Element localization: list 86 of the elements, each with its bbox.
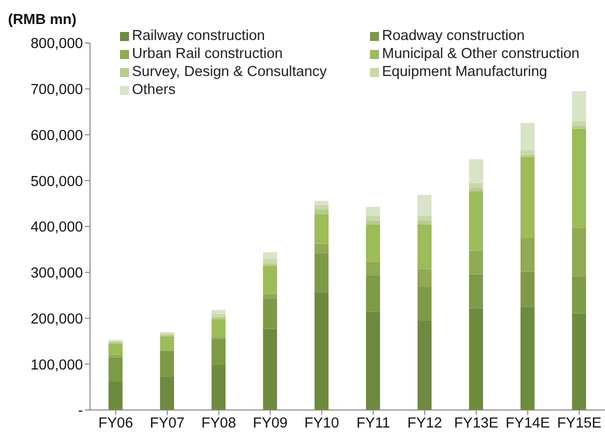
bar: [469, 274, 484, 308]
bar: [366, 224, 380, 262]
bar: [418, 269, 432, 288]
x-tick-label: FY07: [150, 415, 185, 432]
bar: [366, 275, 380, 312]
bar: [469, 159, 484, 183]
bar: [520, 272, 535, 307]
bar: [314, 292, 329, 410]
y-tick-label: 300,000: [30, 266, 83, 282]
bar: [366, 220, 380, 224]
legend-label: Survey, Design & Consultancy: [132, 64, 327, 80]
bar: [572, 120, 586, 126]
bar: [418, 287, 432, 322]
bar: [212, 310, 226, 314]
bar: [212, 338, 226, 366]
bar: [469, 191, 484, 251]
y-tick-label: 700,000: [30, 82, 83, 98]
bar: [572, 228, 586, 277]
legend-label: Urban Rail construction: [132, 46, 283, 62]
bar: [314, 204, 329, 210]
bar: [263, 298, 278, 329]
x-tick-label: FY13E: [454, 415, 499, 432]
x-tick-label: FY10: [304, 415, 340, 432]
bar: [366, 262, 380, 276]
bar: [314, 209, 329, 214]
bar: [263, 266, 278, 294]
bar: [572, 276, 586, 314]
bar: [366, 312, 380, 410]
bar: [520, 156, 535, 238]
bar: [108, 382, 123, 410]
bar: [520, 238, 535, 272]
x-tick-label: FY14E: [506, 415, 550, 432]
x-tick-label: FY08: [201, 415, 236, 432]
x-tick-label: FY11: [356, 415, 390, 432]
y-tick-label: 600,000: [30, 128, 83, 144]
bar: [520, 306, 535, 410]
bar: [160, 336, 174, 350]
y-tick-label: 100,000: [30, 357, 83, 374]
bar: [108, 344, 123, 355]
bar: [160, 350, 174, 377]
bar: [263, 294, 278, 299]
bar: [469, 250, 484, 274]
bar: [366, 216, 380, 221]
bar: [108, 357, 123, 382]
bar: [418, 216, 432, 221]
bar: [314, 253, 329, 292]
bar: [314, 244, 329, 254]
x-tick-label: FY12: [407, 415, 442, 432]
bar: [418, 321, 432, 410]
bar: [263, 259, 278, 264]
bar: [314, 200, 329, 205]
bar: [212, 365, 226, 410]
bar: [263, 252, 278, 260]
bar: [263, 328, 278, 410]
legend-label: Others: [132, 82, 176, 98]
legend-label: Railway construction: [132, 28, 265, 44]
bar: [366, 206, 380, 216]
x-tick-label: FY06: [98, 415, 134, 432]
bar: [572, 91, 586, 121]
legend-label: Equipment Manufacturing: [382, 64, 548, 80]
bar: [314, 214, 329, 244]
y-tick-label: 400,000: [30, 220, 83, 236]
x-tick-label: FY15E: [557, 415, 602, 432]
y-axis-title: (RMB mn): [8, 12, 76, 28]
bar: [469, 182, 484, 188]
y-tick-label: 800,000: [30, 36, 83, 52]
bar: [572, 313, 586, 410]
bar: [212, 314, 226, 317]
bar: [469, 308, 484, 410]
bar: [572, 128, 586, 228]
bar: [520, 150, 535, 155]
bar: [469, 188, 484, 192]
bar: [418, 224, 432, 270]
y-tick-label: 500,000: [30, 174, 83, 190]
x-tick-label: FY09: [252, 415, 288, 432]
legend-label: Roadway construction: [382, 28, 525, 44]
bar: [572, 126, 586, 129]
y-tick-label: 200,000: [30, 311, 83, 328]
bar: [263, 263, 278, 266]
y-tick-label: -: [78, 403, 84, 420]
bar: [418, 194, 432, 216]
bar: [160, 376, 174, 410]
bar: [212, 319, 226, 338]
bar: [418, 220, 432, 224]
legend-label: Municipal & Other construction: [382, 46, 580, 62]
bar: [520, 122, 535, 150]
